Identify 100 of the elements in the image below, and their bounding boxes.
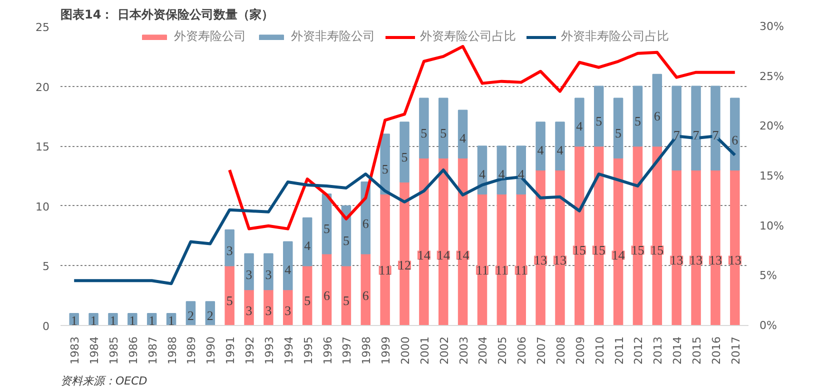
y-tick-label: 25 xyxy=(36,21,50,34)
data-label: 5 xyxy=(342,292,350,308)
data-label: 14 xyxy=(456,248,470,263)
data-label: 6 xyxy=(362,288,370,303)
data-label: 13 xyxy=(728,252,742,268)
x-tick-label: 1999 xyxy=(380,336,393,364)
data-label: 13 xyxy=(690,252,703,268)
x-tick-label: 1986 xyxy=(126,336,140,364)
y2-tick-label: 5% xyxy=(760,269,777,282)
y2-tick-label: 25% xyxy=(760,70,784,83)
x-tick-label: 2011 xyxy=(612,336,626,364)
data-label: 15 xyxy=(592,242,606,258)
data-label: 4 xyxy=(478,166,486,182)
data-label: 5 xyxy=(596,113,602,128)
data-label: 4 xyxy=(576,118,584,134)
data-label: 11 xyxy=(476,262,489,278)
x-tick-label: 1991 xyxy=(224,336,238,364)
x-tick-label: 2012 xyxy=(632,336,646,364)
x-tick-label: 2002 xyxy=(438,336,451,364)
data-label: 5 xyxy=(401,149,408,164)
x-tick-label: 2014 xyxy=(671,336,684,364)
chart-title: 图表14： 日本外资保险公司数量（家） xyxy=(60,8,274,22)
data-label: 5 xyxy=(342,233,350,248)
data-label: 1 xyxy=(168,312,175,328)
data-label: 1 xyxy=(70,312,78,328)
x-tick-label: 1989 xyxy=(185,336,198,364)
data-label: 6 xyxy=(324,288,331,303)
x-tick-label: 2008 xyxy=(554,336,568,364)
y-tick-label: 15 xyxy=(36,140,50,154)
data-label: 5 xyxy=(324,221,330,236)
legend-label: 外资寿险公司占比 xyxy=(420,28,516,45)
data-label: 4 xyxy=(518,166,525,182)
data-label: 11 xyxy=(514,262,528,278)
data-label: 11 xyxy=(495,262,508,278)
data-label: 6 xyxy=(654,108,661,124)
y2-tick-label: 15% xyxy=(760,170,784,182)
data-label: 3 xyxy=(265,267,272,282)
data-label: 1 xyxy=(90,312,97,328)
x-tick-label: 1992 xyxy=(244,336,257,364)
data-label: 5 xyxy=(382,161,388,176)
data-label: 2 xyxy=(187,308,194,323)
data-label: 15 xyxy=(631,242,644,258)
x-tick-label: 2003 xyxy=(457,336,470,364)
data-label: 4 xyxy=(556,142,564,158)
x-tick-label: 2016 xyxy=(710,336,723,364)
data-label: 4 xyxy=(537,142,544,158)
data-label: 4 xyxy=(284,262,292,278)
legend-label: 外资非寿险公司占比 xyxy=(561,28,669,45)
data-label: 6 xyxy=(362,216,370,232)
data-label: 5 xyxy=(226,292,233,308)
x-tick-label: 1995 xyxy=(302,336,315,364)
data-label: 7 xyxy=(673,127,680,142)
x-tick-label: 1998 xyxy=(360,336,374,364)
data-label: 1 xyxy=(148,312,156,328)
data-label: 7 xyxy=(692,127,700,142)
data-label: 7 xyxy=(712,127,720,142)
data-label: 13 xyxy=(670,252,684,268)
data-label: 3 xyxy=(284,302,292,318)
x-tick-label: 2013 xyxy=(652,336,665,364)
data-label: 5 xyxy=(440,125,447,140)
y-tick-label: 10 xyxy=(36,200,50,214)
x-tick-label: 2009 xyxy=(574,336,587,364)
data-label: 14 xyxy=(417,248,431,263)
data-label: 14 xyxy=(436,248,450,263)
data-label: 3 xyxy=(226,243,233,258)
y2-tick-label: 20% xyxy=(760,120,784,133)
x-tick-label: 1990 xyxy=(204,336,218,364)
data-label: 3 xyxy=(265,302,272,318)
y-tick-label: 0 xyxy=(42,320,50,333)
x-tick-label: 2005 xyxy=(496,336,510,364)
data-label: 1 xyxy=(129,312,136,328)
data-label: 12 xyxy=(398,258,411,273)
data-label: 13 xyxy=(534,252,548,268)
data-label: 15 xyxy=(650,242,664,258)
data-label: 5 xyxy=(304,292,311,308)
data-label: 5 xyxy=(420,125,428,140)
text: 资料来源：OECD xyxy=(60,374,148,388)
x-tick-label: 2007 xyxy=(535,336,548,364)
y-tick-label: 5 xyxy=(42,260,50,274)
x-tick-label: 1993 xyxy=(262,336,276,364)
x-tick-label: 1983 xyxy=(68,336,82,364)
x-tick-label: 2004 xyxy=(476,336,490,364)
data-label: 2 xyxy=(206,308,214,323)
x-tick-label: 1994 xyxy=(282,336,296,364)
y2-tick-label: 10% xyxy=(760,219,784,232)
x-tick-label: 1985 xyxy=(107,336,120,364)
x-tick-label: 1987 xyxy=(146,336,160,364)
y2-tick-label: 0% xyxy=(760,319,777,332)
data-label: 4 xyxy=(460,130,467,146)
y2-tick-label: 30% xyxy=(760,20,784,33)
data-label: 3 xyxy=(246,302,252,318)
data-label: 4 xyxy=(304,238,312,254)
x-tick-label: 1984 xyxy=(88,336,102,364)
data-label: 13 xyxy=(708,252,722,268)
data-label: 1 xyxy=(110,312,116,328)
data-label: 4 xyxy=(498,166,506,182)
data-label: 15 xyxy=(572,242,586,258)
x-tick-label: 2015 xyxy=(690,336,704,364)
legend-label: 外资寿险公司 xyxy=(174,28,246,45)
x-tick-label: 1996 xyxy=(321,336,334,364)
